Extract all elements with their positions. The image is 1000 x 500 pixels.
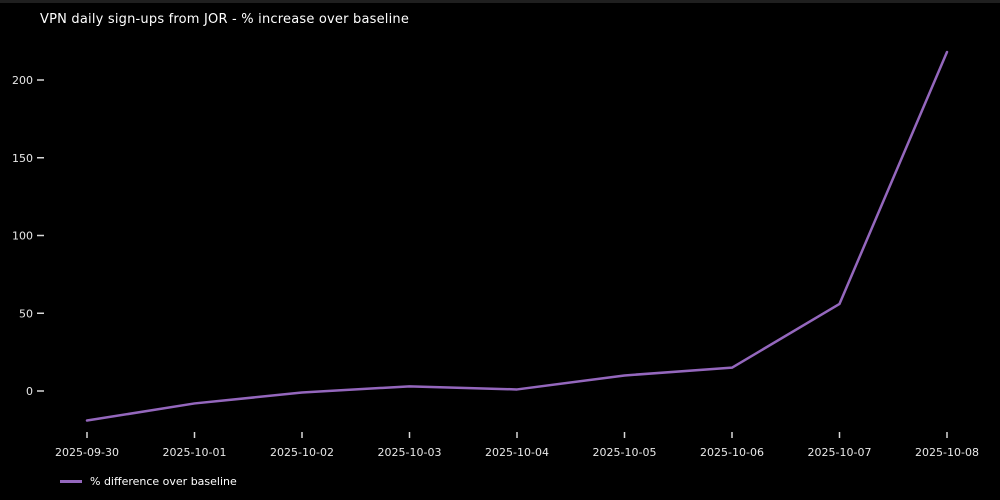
y-tick-label: 50 (19, 307, 33, 320)
x-tick-label: 2025-10-08 (915, 446, 979, 459)
y-tick-label: 100 (12, 230, 33, 243)
y-tick-label: 0 (26, 385, 33, 398)
x-tick-label: 2025-09-30 (55, 446, 119, 459)
legend-line-swatch (60, 480, 82, 483)
chart-title: VPN daily sign-ups from JOR - % increase… (40, 12, 410, 27)
x-tick-label: 2025-10-07 (808, 446, 872, 459)
y-tick-label: 150 (12, 152, 33, 165)
x-tick-label: 2025-10-02 (270, 446, 334, 459)
chart-canvas: 0 50 100 150 200 2025-09-30 2025-10-01 2025-10-… (12, 50, 979, 459)
y-tick-label: 200 (12, 74, 33, 87)
x-tick-label: 2025-10-05 (593, 446, 657, 459)
x-tick-label: 2025-10-03 (378, 446, 442, 459)
x-tick-label: 2025-10-06 (700, 446, 764, 459)
legend-label: % difference over baseline (90, 475, 237, 488)
x-tick-label: 2025-10-01 (163, 446, 227, 459)
x-tick-label: 2025-10-04 (485, 446, 549, 459)
chart-legend: % difference over baseline (60, 475, 237, 488)
series-line (85, 50, 949, 422)
